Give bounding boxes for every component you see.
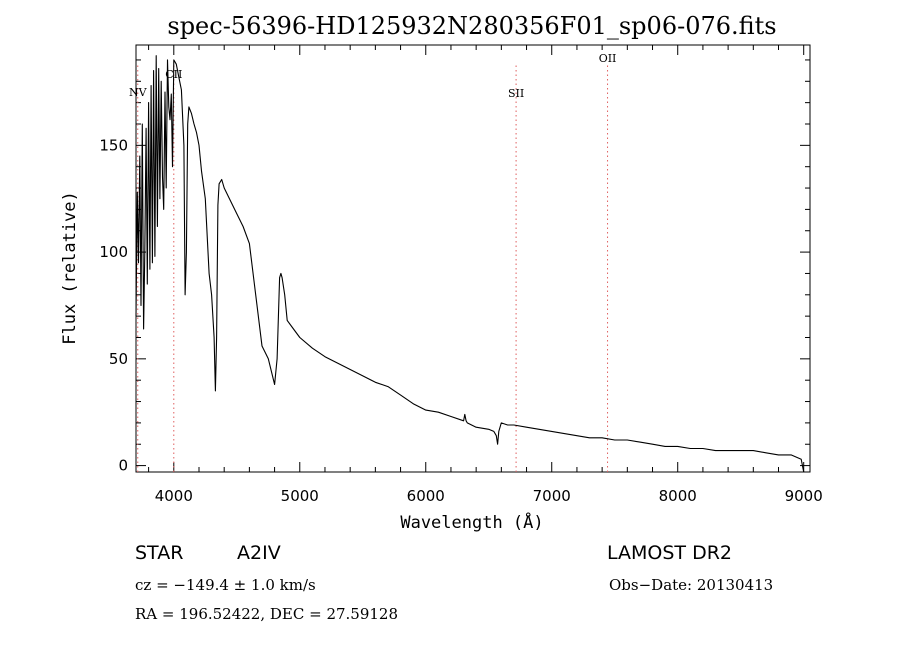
plot-frame: [135, 44, 811, 473]
redshift-text: cz = −149.4 ± 1.0 km/s: [135, 576, 316, 594]
line-marker-label: NV: [129, 86, 148, 99]
x-tick-label: 9000: [785, 487, 823, 505]
y-tick-label: 0: [118, 457, 128, 475]
x-axis-label: Wavelength (Å): [400, 511, 543, 533]
y-tick-label: 50: [109, 350, 128, 368]
x-tick-label: 6000: [407, 487, 445, 505]
chart-title: spec-56396-HD125932N280356F01_sp06-076.f…: [167, 12, 776, 40]
object-class: STAR: [135, 542, 183, 564]
y-tick-label: 100: [99, 243, 128, 261]
survey-name: LAMOST DR2: [607, 542, 732, 564]
y-axis-label: Flux (relative): [60, 191, 80, 345]
line-marker-label: SII: [508, 87, 524, 100]
plot-area: 4000 5000 6000 7000 8000 9000050100150NVCIISI…: [99, 44, 823, 505]
line-marker-label: OII: [599, 52, 617, 65]
x-tick-label: 5000: [281, 487, 319, 505]
x-tick-label: 4000: [155, 487, 193, 505]
spectrum-series: [135, 55, 805, 473]
x-tick-label: 8000: [659, 487, 697, 505]
observation-date: Obs−Date: 20130413: [609, 576, 773, 594]
x-tick-label: 7000: [533, 487, 571, 505]
y-tick-label: 150: [99, 136, 128, 154]
coordinates-text: RA = 196.52422, DEC = 27.59128: [135, 605, 398, 623]
object-subclass: A2IV: [237, 542, 281, 564]
